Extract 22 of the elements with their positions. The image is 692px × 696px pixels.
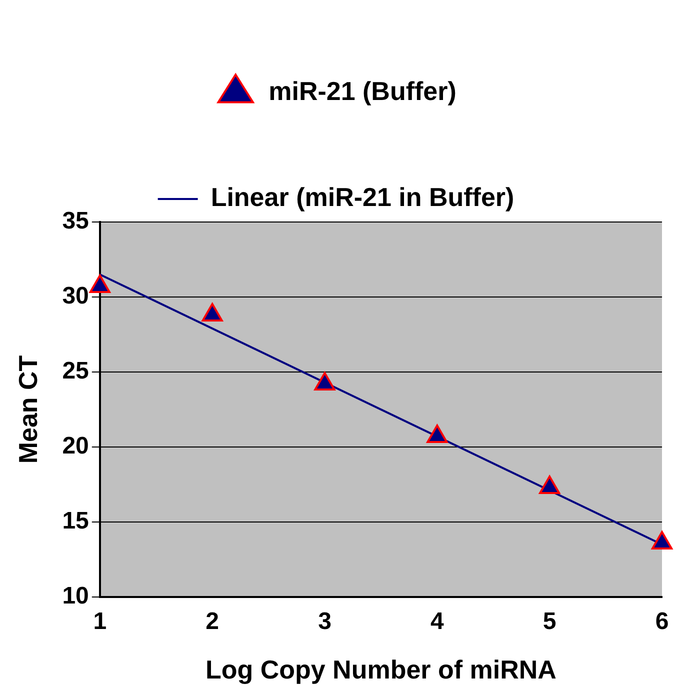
point — [539, 476, 560, 494]
y-tick-label: 10 — [62, 582, 89, 610]
x-tick-label: 2 — [206, 608, 219, 636]
point — [314, 372, 336, 390]
x-tick-label: 6 — [655, 608, 669, 636]
legend-label: Linear (miR-21 in Buffer) — [210, 182, 514, 212]
x-tick-label: 1 — [93, 608, 107, 636]
point — [202, 303, 223, 322]
legend-label: miR-21 (Buffer) — [268, 76, 456, 106]
x-axis-title: Log Copy Number of miRNA — [205, 654, 557, 685]
y-tick-label: 25 — [62, 358, 89, 385]
point — [651, 531, 673, 550]
x-tick-label: 4 — [430, 608, 444, 636]
x-tick-label: 3 — [318, 608, 332, 636]
y-tick-label: 20 — [62, 432, 89, 460]
point — [89, 274, 110, 293]
y-axis-title: Mean CT — [12, 355, 43, 464]
point — [426, 424, 448, 443]
y-tick-label: 35 — [62, 208, 89, 235]
x-tick-label: 5 — [542, 608, 556, 636]
y-tick-label: 15 — [62, 508, 89, 535]
y-tick-label: 30 — [62, 282, 89, 310]
